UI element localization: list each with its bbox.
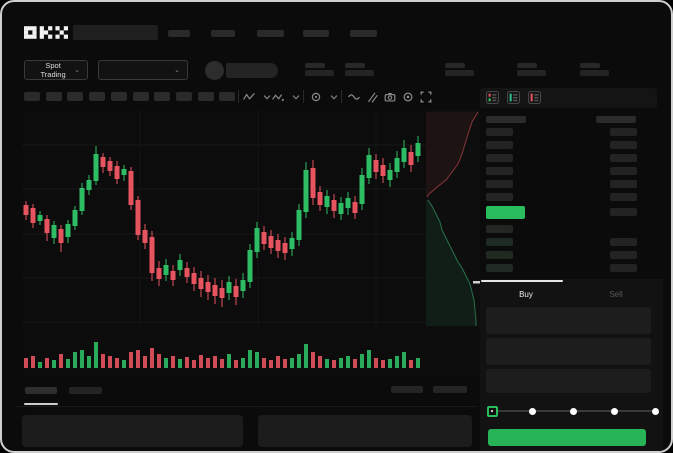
stat-value-placeholder <box>445 70 474 76</box>
ask-amount-bar <box>610 167 637 175</box>
timeframe-chip[interactable] <box>154 92 171 101</box>
bottom-tab-indicator <box>24 403 58 405</box>
okx-logo <box>24 26 68 39</box>
chevron-down-icon: ⌄ <box>174 66 180 74</box>
compare-lines-icon[interactable] <box>366 91 378 103</box>
timeframe-chip[interactable] <box>67 92 84 101</box>
ask-price-bar <box>486 128 513 136</box>
candlestick-chart[interactable] <box>22 110 480 374</box>
nav-item-placeholder[interactable] <box>303 30 329 37</box>
bottom-action-placeholder[interactable] <box>391 386 423 393</box>
stat-label-placeholder <box>345 63 365 68</box>
bottom-tab-active[interactable] <box>25 387 57 394</box>
buy-submit-button[interactable] <box>488 429 646 446</box>
bid-price-bar <box>486 251 513 259</box>
timeframe-chip[interactable] <box>132 92 149 101</box>
timeframe-chip[interactable] <box>110 92 127 101</box>
timeframe-chip[interactable] <box>45 92 62 101</box>
nav-item-placeholder[interactable] <box>211 30 235 37</box>
settings-gear-icon[interactable] <box>402 91 414 103</box>
book-bids-icon[interactable] <box>507 91 520 104</box>
bid-amount-bar <box>610 238 637 246</box>
amount-input[interactable] <box>486 338 651 365</box>
toolbar-divider <box>303 90 304 103</box>
pair-name-placeholder <box>226 63 278 78</box>
stat-label-placeholder <box>445 63 465 68</box>
market-type-selector[interactable]: Spot Trading ⌄ <box>24 60 88 80</box>
ask-price-bar <box>486 154 513 162</box>
stat-value-placeholder <box>345 70 374 76</box>
ask-amount-bar <box>610 141 637 149</box>
stat-label-placeholder <box>517 63 537 68</box>
bid-amount-bar <box>610 251 637 259</box>
amount-slider[interactable] <box>486 402 663 420</box>
zigzag-icon[interactable] <box>243 91 255 103</box>
timeframe-chip[interactable] <box>197 92 214 101</box>
ask-price-bar <box>486 180 513 188</box>
slider-stop[interactable] <box>611 407 618 415</box>
indicator-circle-icon[interactable] <box>310 91 322 103</box>
timeframe-chip[interactable] <box>89 92 106 101</box>
bottom-action-placeholder[interactable] <box>433 386 467 393</box>
orderbook-row-bar <box>610 208 637 216</box>
ask-price-bar <box>486 167 513 175</box>
book-combined-icon[interactable] <box>486 91 499 104</box>
bottom-divider <box>17 406 477 407</box>
bid-price-bar <box>486 225 513 233</box>
ask-amount-bar <box>610 154 637 162</box>
ticker-placeholder <box>73 25 158 40</box>
total-input[interactable] <box>486 369 651 393</box>
slider-handle[interactable] <box>487 406 498 417</box>
trade-form-bg <box>480 279 663 451</box>
stat-value-placeholder <box>305 70 334 76</box>
ask-amount-bar <box>610 193 637 201</box>
orderbook-header-price <box>486 116 526 123</box>
stat-value-placeholder <box>580 70 609 76</box>
slider-stop[interactable] <box>570 407 577 415</box>
fullscreen-icon[interactable] <box>420 91 432 103</box>
tab-sell[interactable]: Sell <box>609 289 623 299</box>
ask-amount-bar <box>610 128 637 136</box>
stat-value-placeholder <box>517 70 546 76</box>
ask-amount-bar <box>610 180 637 188</box>
timeframe-chip[interactable] <box>175 92 192 101</box>
orderbook-last-price[interactable] <box>486 206 525 219</box>
timeframe-chip[interactable] <box>219 92 236 101</box>
orderbook-toolbar-bg <box>480 88 657 108</box>
bottom-panel-right <box>258 415 472 447</box>
coin-avatar <box>205 61 224 80</box>
toolbar-divider <box>238 90 239 103</box>
zigzag-dot-icon[interactable] <box>272 91 284 103</box>
bottom-panel-left <box>22 415 243 447</box>
orderbook-header-amount <box>596 116 636 123</box>
nav-item-placeholder[interactable] <box>168 30 190 37</box>
wave-icon[interactable] <box>348 91 360 103</box>
bottom-tab[interactable] <box>69 387 102 394</box>
chevron-down-icon[interactable] <box>290 91 302 103</box>
bid-price-bar <box>486 238 513 246</box>
book-asks-icon[interactable] <box>528 91 541 104</box>
stat-label-placeholder <box>305 63 325 68</box>
slider-stop[interactable] <box>529 407 536 415</box>
chevron-down-icon: ⌄ <box>74 66 80 74</box>
slider-stop[interactable] <box>652 407 659 415</box>
camera-icon[interactable] <box>384 91 396 103</box>
stat-label-placeholder <box>580 63 600 68</box>
chevron-down-icon[interactable] <box>328 91 340 103</box>
bid-price-bar <box>486 264 513 272</box>
pair-selector[interactable]: ⌄ <box>98 60 188 80</box>
chevron-down-icon[interactable] <box>261 91 273 103</box>
market-type-label: Spot Trading <box>40 61 66 79</box>
nav-item-placeholder[interactable] <box>257 30 284 37</box>
bid-amount-bar <box>610 264 637 272</box>
ask-price-bar <box>486 141 513 149</box>
buy-tab-indicator <box>481 280 563 282</box>
timeframe-chip[interactable] <box>24 92 40 101</box>
price-input[interactable] <box>486 307 651 334</box>
toolbar-divider <box>341 90 342 103</box>
ask-price-bar <box>486 193 513 201</box>
nav-item-placeholder[interactable] <box>350 30 377 37</box>
tab-buy[interactable]: Buy <box>519 289 533 299</box>
